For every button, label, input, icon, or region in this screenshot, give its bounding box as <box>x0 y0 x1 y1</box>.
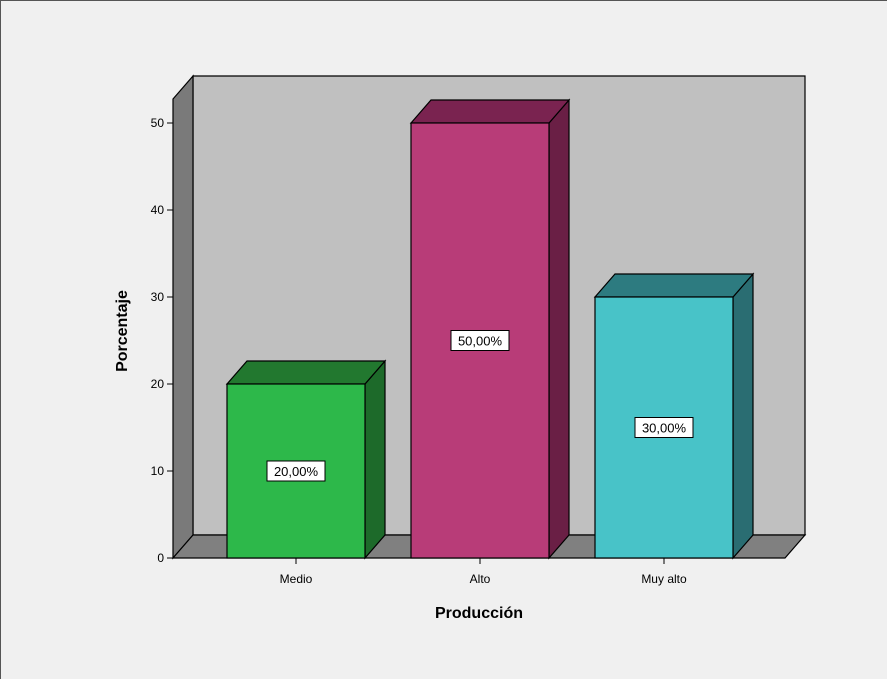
x-tick-label: Muy alto <box>641 572 687 586</box>
bar-top <box>411 100 569 123</box>
bar-side <box>549 100 569 558</box>
y-tick-label: 50 <box>151 116 165 130</box>
data-label: 50,00% <box>458 334 503 349</box>
bar-alto: 50,00% <box>411 100 569 558</box>
y-tick-label: 40 <box>151 203 165 217</box>
y-tick-label: 10 <box>151 464 165 478</box>
bar-muy-alto: 30,00% <box>595 274 753 558</box>
bar-top <box>227 361 385 384</box>
x-axis-title: Producción <box>435 605 523 622</box>
x-tick-label: Medio <box>280 572 313 586</box>
bar-top <box>595 274 753 297</box>
bar-side <box>733 274 753 558</box>
side-wall <box>173 76 193 558</box>
bar-side <box>365 361 385 558</box>
y-tick-label: 0 <box>157 551 164 565</box>
y-tick-label: 30 <box>151 290 165 304</box>
y-tick-label: 20 <box>151 377 165 391</box>
bar-medio: 20,00% <box>227 361 385 558</box>
data-label: 30,00% <box>642 421 687 436</box>
y-axis-title: Porcentaje <box>114 290 131 372</box>
x-tick-label: Alto <box>470 572 491 586</box>
data-label: 20,00% <box>274 464 319 479</box>
